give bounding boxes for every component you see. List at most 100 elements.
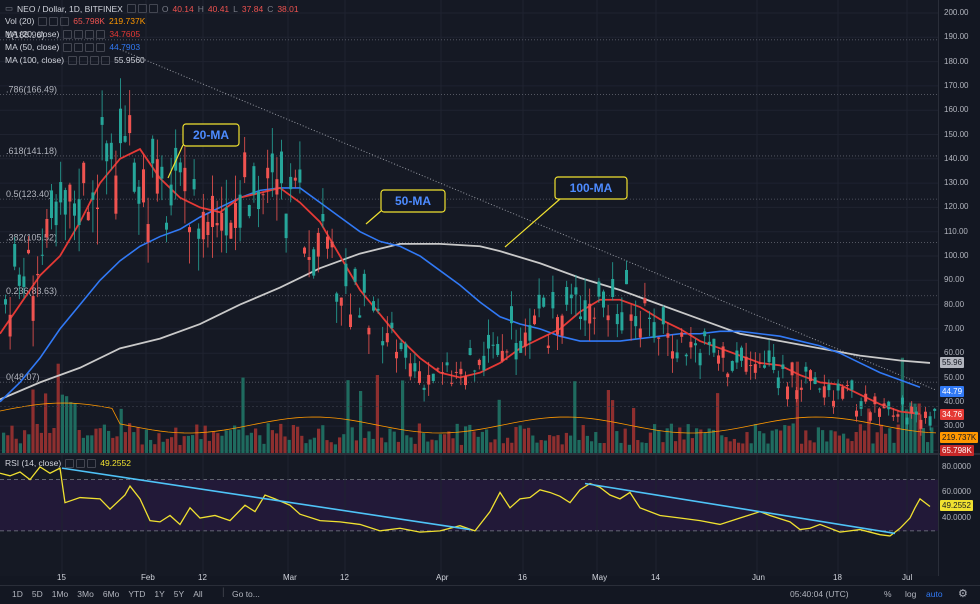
log-scale-toggle[interactable]: log: [905, 589, 917, 599]
candle-body: [422, 387, 426, 390]
close-value: 38.01: [277, 3, 299, 14]
open-label: O: [161, 3, 169, 14]
volume-bar: [48, 432, 52, 453]
ma100-line[interactable]: [0, 242, 931, 401]
ma100-callout-box[interactable]: [554, 176, 628, 200]
percent-scale-toggle[interactable]: %: [884, 589, 892, 599]
ma50-callout-pointer: [365, 210, 382, 225]
vol-legend[interactable]: Vol (20) 65.798K 219.737K: [5, 16, 145, 26]
volume-bar: [14, 438, 18, 453]
volume-bar: [821, 430, 825, 453]
timeframe-button[interactable]: 5Y: [173, 589, 185, 599]
ma20-legend[interactable]: MA (20, close) 34.7605: [5, 29, 140, 39]
auto-scale-toggle[interactable]: auto: [926, 589, 943, 599]
collapse-icon[interactable]: ▭: [5, 3, 14, 13]
volume-bar: [174, 427, 178, 453]
candle-body: [229, 222, 233, 239]
timeframe-button[interactable]: All: [193, 589, 203, 599]
timeframe-button[interactable]: 1D: [12, 589, 23, 599]
ma100-legend[interactable]: MA (100, close) 55.9560: [5, 55, 145, 65]
timeframe-button[interactable]: 5D: [31, 589, 43, 599]
candle-body: [500, 350, 504, 362]
price-chart-svg[interactable]: 1(188.96) .786(166.49) .618(141.18) 0.5(123…: [0, 0, 938, 453]
candle-body: [123, 136, 127, 142]
candle-body: [303, 247, 306, 254]
volume-bar: [178, 444, 182, 453]
ma20-line[interactable]: [0, 147, 921, 415]
ma50-legend[interactable]: MA (50, close) 44.7903: [5, 42, 140, 52]
candle-body: [105, 143, 109, 162]
rsi-legend-buttons[interactable]: [65, 458, 97, 468]
low-value: 37.84: [241, 3, 264, 14]
rsi-pane[interactable]: RSI (14, close) 49.2552: [0, 455, 938, 576]
volume-bar: [384, 442, 388, 453]
volume-bar: [52, 427, 56, 453]
vol-legend-buttons[interactable]: [38, 16, 70, 26]
candle-body: [749, 365, 753, 367]
goto-button[interactable]: Go to...: [232, 589, 260, 599]
timeframe-button[interactable]: 3Mo: [77, 589, 94, 599]
volume-bar: [753, 424, 757, 453]
ma50-line[interactable]: [0, 187, 921, 403]
volume-bar: [182, 436, 186, 453]
rsi-line[interactable]: [0, 465, 931, 537]
rsi-trendline[interactable]: [584, 482, 896, 535]
candle-body: [767, 350, 771, 363]
candle-body: [201, 211, 205, 240]
candle-body: [40, 254, 44, 256]
volume-bar: [371, 438, 375, 453]
fib-level-label: 1(188.96): [6, 30, 45, 40]
utc-clock[interactable]: 05:40:04 (UTC): [790, 589, 849, 599]
price-trendline[interactable]: [119, 48, 936, 391]
price-axis-label: 40.00: [944, 396, 965, 406]
timeframe-button[interactable]: YTD: [128, 589, 146, 599]
candle-body: [726, 373, 730, 378]
timeframe-button[interactable]: 6Mo: [102, 589, 120, 599]
ma100-legend-buttons[interactable]: [68, 55, 111, 65]
volume-bar: [275, 433, 279, 453]
timeframe-button[interactable]: 1Y: [154, 589, 165, 599]
rsi-trendline[interactable]: [61, 467, 471, 531]
gear-icon[interactable]: ⚙: [958, 588, 968, 600]
candle-body: [372, 301, 375, 311]
volume-bar: [157, 433, 161, 453]
price-axis[interactable]: 200.00 190.00 180.00 170.00 160.00 150.00 140.…: [938, 0, 980, 454]
candle-body: [13, 243, 17, 267]
legend-buttons[interactable]: [126, 4, 158, 13]
candle-body: [551, 292, 555, 309]
rsi-legend[interactable]: RSI (14, close) 49.2552: [5, 458, 131, 468]
volume-bar: [846, 438, 850, 453]
time-axis[interactable]: 15 Feb 12 Mar 12 Apr 16 May 14 Jun 18 Jul: [0, 573, 938, 586]
fib-level-label: 0(48.07): [6, 372, 40, 382]
vol-value-1: 65.798K: [73, 16, 105, 26]
candle-body: [427, 374, 431, 385]
volume-bar: [31, 389, 35, 453]
volume-bar: [266, 423, 270, 453]
ma20-legend-buttons[interactable]: [63, 29, 106, 39]
pane-divider[interactable]: [0, 453, 980, 455]
volume-bar: [858, 424, 862, 453]
volume-bar: [896, 424, 900, 453]
timeframe-button[interactable]: 1Mo: [51, 589, 69, 599]
candle-body: [404, 343, 408, 358]
rsi-axis[interactable]: 80.0000 60.0000 40.0000: [938, 455, 980, 576]
price-chart-pane[interactable]: 1(188.96) .786(166.49) .618(141.18) 0.5(123…: [0, 0, 938, 453]
ma50-callout-box[interactable]: [380, 189, 446, 213]
price-axis-label: 60.00: [944, 348, 965, 358]
candle-body: [864, 393, 868, 402]
candle-body: [188, 227, 191, 233]
candle-body: [648, 317, 651, 319]
candle-body: [772, 356, 776, 370]
price-axis-label: 120.00: [944, 202, 969, 212]
ma20-callout-box[interactable]: [182, 123, 240, 147]
ma50-legend-buttons[interactable]: [63, 42, 106, 52]
volume-bar: [699, 429, 703, 453]
volume-bar: [367, 431, 371, 453]
rsi-chart-svg[interactable]: [0, 455, 938, 576]
candle-body: [413, 363, 417, 372]
candle-body: [827, 384, 831, 391]
volume-bar: [913, 403, 917, 453]
candle-body: [132, 162, 136, 192]
time-axis-label: Feb: [141, 573, 155, 582]
volume-bar: [455, 423, 459, 453]
